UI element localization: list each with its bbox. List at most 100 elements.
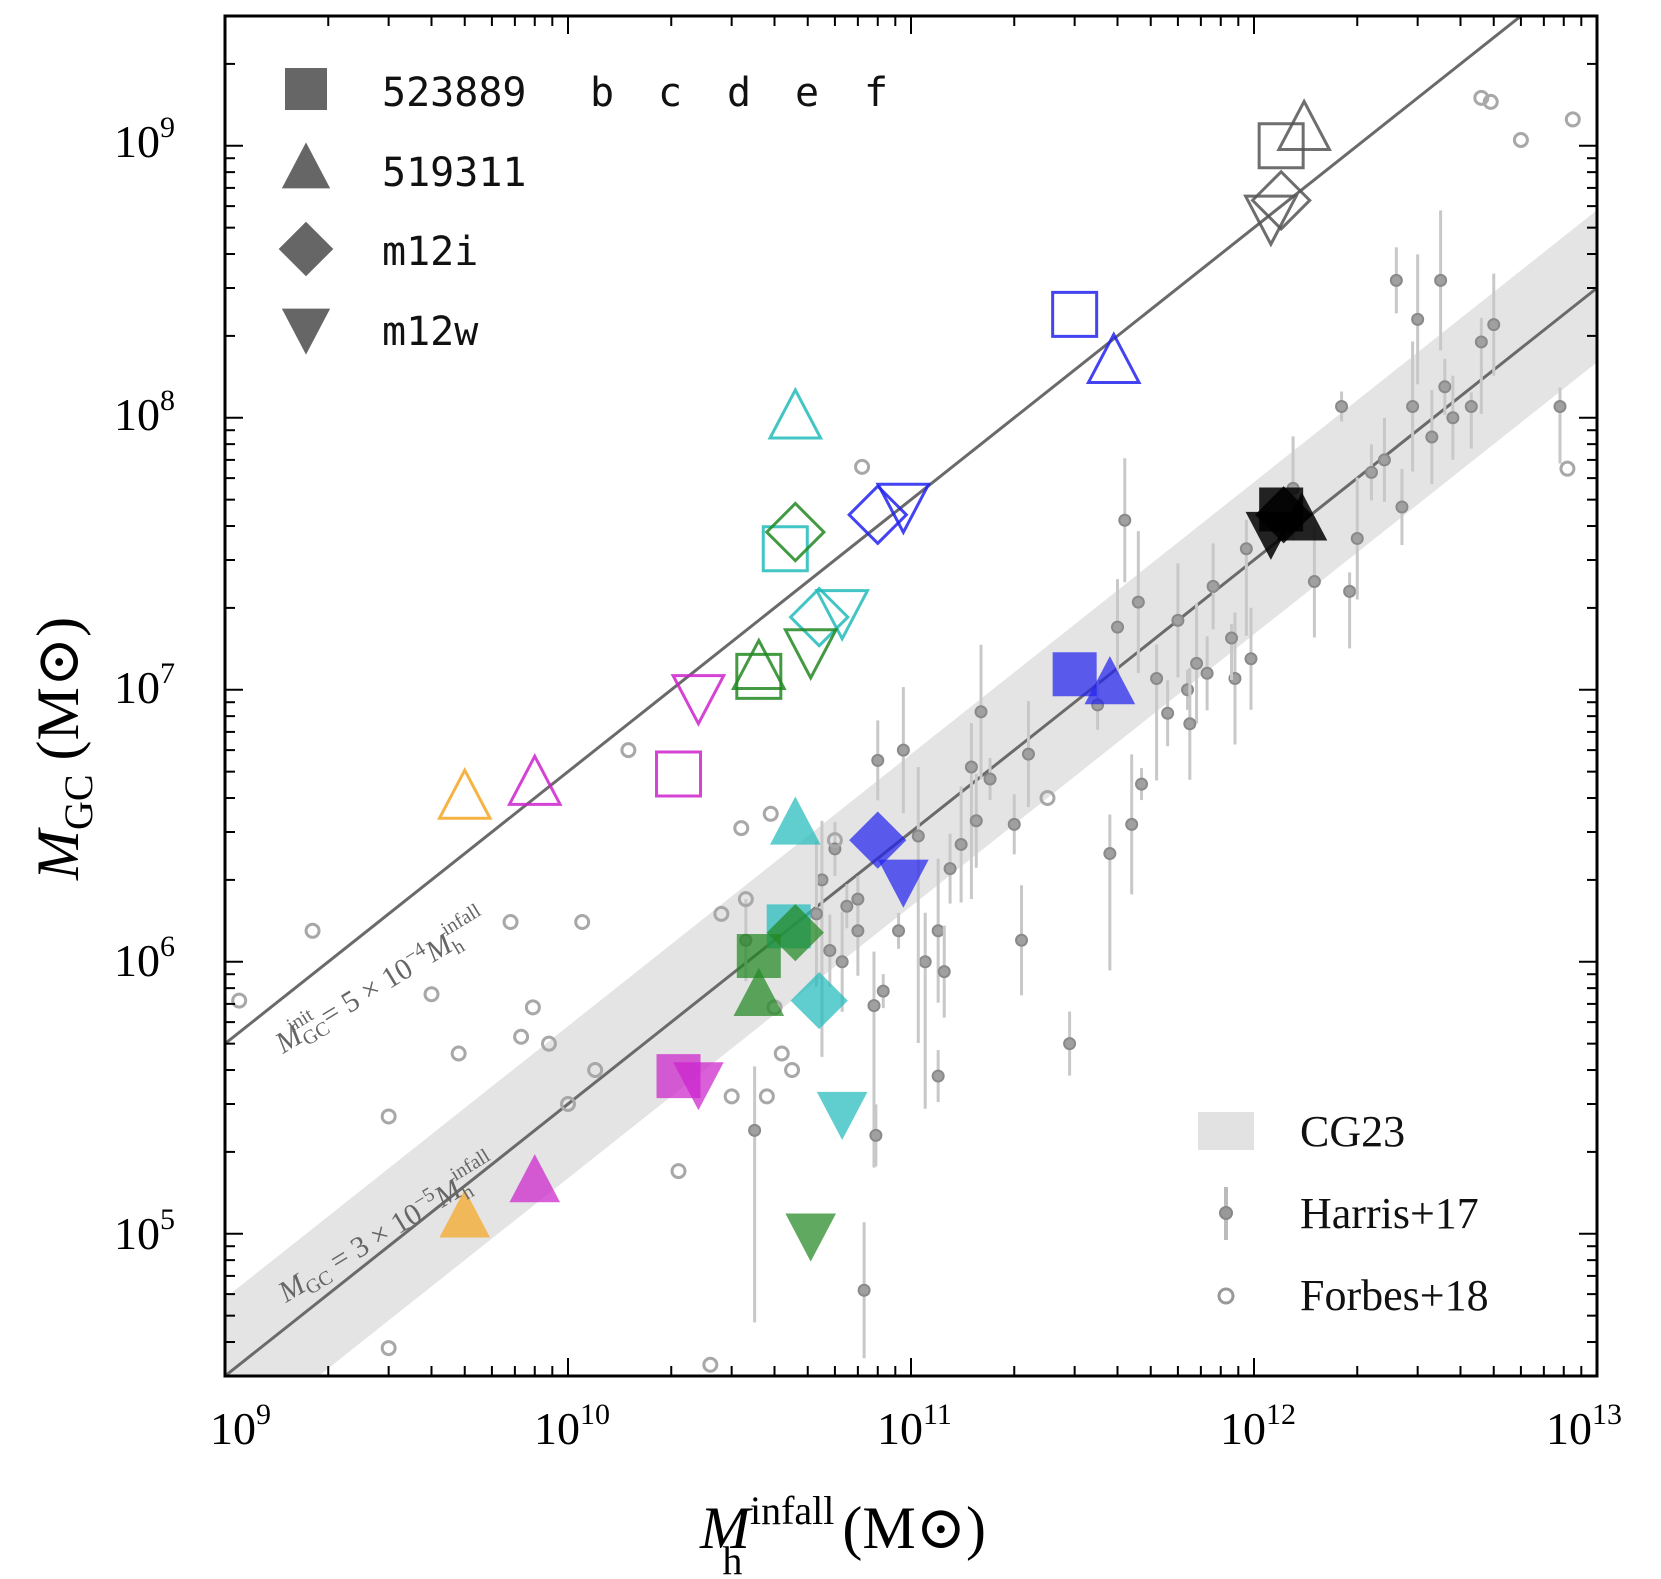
marker-519311-c-present <box>770 796 821 845</box>
harris17-point <box>1181 683 1195 697</box>
harris17-point <box>1350 531 1364 545</box>
harris17-point <box>1335 400 1349 414</box>
harris17-point <box>969 814 983 828</box>
harris17-point <box>1135 777 1149 791</box>
harris17-point <box>1438 380 1452 394</box>
harris17-point <box>1190 656 1204 670</box>
harris17-point <box>943 862 957 876</box>
relation-line-present <box>225 286 1597 1376</box>
x-tick-label: 1012 <box>1220 1398 1296 1454</box>
legend-cg23-swatch <box>1198 1112 1254 1150</box>
harris17-point <box>1553 400 1567 414</box>
marker-m12i-b-present <box>849 811 907 869</box>
marker-523889-b-initial <box>1051 290 1099 338</box>
forbes18-point <box>1512 132 1529 149</box>
legend-marker-m12i <box>278 221 334 277</box>
forbes18-point <box>560 1096 576 1112</box>
legend-cg23-label: CG23 <box>1300 1107 1405 1156</box>
marker-519311-c-initial <box>767 386 824 440</box>
harris17-point <box>857 1283 871 1297</box>
legend-label-m12w: m12w <box>382 309 479 355</box>
marker-523889-b-present <box>1052 652 1097 697</box>
legend-letter-b: b <box>590 70 614 116</box>
x-tick-label: 109 <box>210 1398 271 1454</box>
legend-marker-523889 <box>285 68 327 110</box>
forbes18-point <box>304 922 321 939</box>
harris17-point <box>823 944 837 958</box>
marker-519311-f-initial <box>436 766 493 820</box>
forbes18-point <box>380 1108 397 1125</box>
marker-519311-b-present <box>1084 656 1136 705</box>
data-legend: CG23 Harris+17 Forbes+18 <box>1198 1107 1489 1320</box>
marker-m12w-d-initial <box>782 628 839 682</box>
legend-label-523889: 523889 <box>382 70 527 116</box>
forbes18-point <box>1482 93 1499 110</box>
marker-m12w-c-initial <box>814 589 870 642</box>
marker-m12i-d-present <box>766 904 824 962</box>
harris17-point <box>1395 500 1409 514</box>
marker-m12i-b-initial <box>847 484 909 546</box>
forbes18-point <box>762 805 779 822</box>
halo-legend-markers <box>278 68 334 355</box>
marker-m12i-d-initial <box>764 501 827 563</box>
forbes18-point <box>502 914 519 931</box>
legend-forbes-marker <box>1217 1287 1235 1305</box>
y-tick-label: 108 <box>114 384 175 440</box>
harris17-point <box>1118 513 1132 527</box>
forbes18-point <box>733 820 750 837</box>
forbes18-point <box>702 1356 719 1373</box>
forbes18-point <box>1039 790 1056 807</box>
forbes18-point <box>737 891 754 908</box>
harris17-point <box>867 999 881 1013</box>
marker-m12w-e-present <box>673 1062 724 1111</box>
marker-519311-d-initial <box>731 637 787 690</box>
harris17-point <box>1343 584 1357 598</box>
axis-ticks <box>224 15 1598 1377</box>
harris17-point <box>809 907 823 921</box>
forbes18-point <box>1564 111 1581 128</box>
simulation-markers-layer <box>436 98 1332 1262</box>
harris17-point <box>1239 542 1253 556</box>
marker-m12i-c-initial <box>788 586 850 648</box>
harris17-point <box>1161 706 1175 720</box>
harris17-point <box>1307 575 1321 589</box>
x-tick-label: 1010 <box>534 1398 610 1454</box>
x-tick-label: 1013 <box>1546 1398 1622 1454</box>
legend-marker-519311 <box>281 142 331 189</box>
marker-523889-c-initial <box>761 525 809 573</box>
x-tick-label: 1011 <box>877 1398 952 1454</box>
harris17-point <box>1446 411 1460 425</box>
legend-letter-d: d <box>727 70 751 116</box>
harris17-point <box>1183 717 1197 731</box>
forbes18-point <box>854 458 871 475</box>
harris17-point <box>1206 579 1220 593</box>
harris17-point <box>954 837 968 851</box>
initial-relation-label: MGCinit = 5 × 10−4Mhinfall <box>265 899 497 1063</box>
forbes18-point <box>231 992 248 1009</box>
harris17-point <box>1411 312 1425 326</box>
harris17-point <box>1225 631 1239 645</box>
harris17-point <box>964 760 978 774</box>
forbes18-point <box>540 1035 557 1052</box>
marker-m12w-b-initial <box>875 482 932 536</box>
harris17-point <box>1063 1037 1077 1051</box>
forbes18-point <box>1473 89 1490 106</box>
legend-letter-c: c <box>658 70 682 116</box>
y-tick-labels: 105 106 107 108 109 <box>114 111 175 1259</box>
marker-m12i-main-initial <box>1250 169 1312 232</box>
forbes18-point <box>670 1163 687 1180</box>
forbes18-point <box>380 1340 397 1357</box>
harris17-point <box>748 1123 762 1137</box>
harris17-point <box>896 743 910 757</box>
legend-forbes-label: Forbes+18 <box>1300 1271 1489 1320</box>
legend-harris-marker <box>1219 1206 1233 1220</box>
plot-area <box>225 16 1597 1376</box>
forbes18-point <box>513 1028 530 1045</box>
forbes18-point <box>826 832 843 849</box>
marker-523889-main-initial <box>1257 122 1305 170</box>
harris17-point <box>931 924 945 938</box>
marker-m12w-d-present <box>785 1213 836 1262</box>
harris17-point <box>911 829 925 843</box>
harris17-point <box>840 899 854 913</box>
